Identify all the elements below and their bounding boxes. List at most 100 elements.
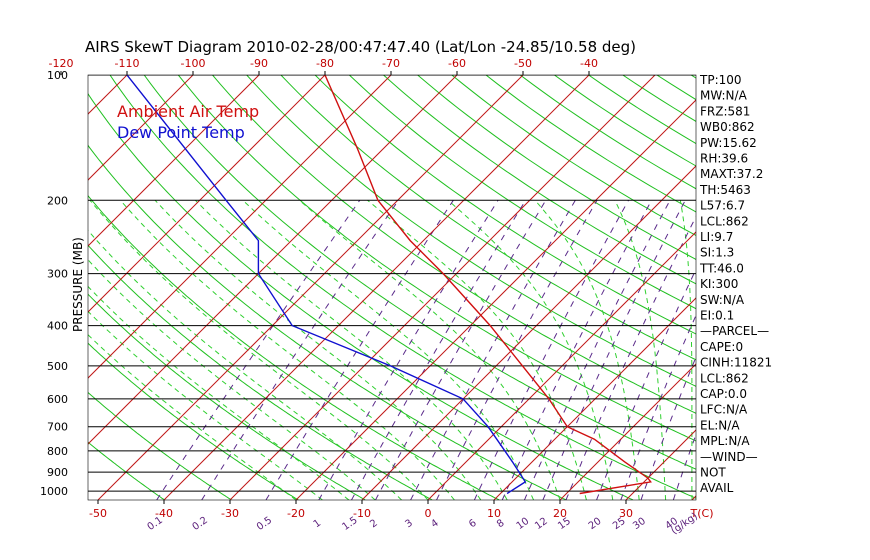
dry-adiabat-line [246,75,696,387]
mixing-ratio-line [640,356,696,500]
mixing-ratio-line [201,200,399,500]
isotherm-line [758,75,870,500]
mixing-ratio-line [620,314,696,500]
isotherm-line [88,75,392,379]
isotherm-line [163,75,590,500]
mixing-ratio-line [318,200,499,500]
moist-adiabat-line [89,199,429,500]
dry-adiabat-line [88,293,366,500]
isotherm-line [0,75,61,500]
isotherm-line [824,75,870,500]
isotherm-line [361,165,696,500]
moist-adiabat-line [447,199,614,500]
mixing-ratio-label: 12 [533,516,550,532]
bottom-tick-label: -30 [221,507,239,520]
dry-adiabat-line [760,75,870,500]
dry-adiabat-line [794,75,870,500]
moist-adiabat-line [154,199,482,500]
dry-adiabat-line [88,342,299,500]
legend-ambient-air-temp: Ambient Air Temp [117,102,259,121]
index-row: —WIND— [700,450,758,464]
mixing-ratio-label: 4 [429,518,441,531]
isotherms [0,75,870,500]
dry-adiabat-line [280,75,696,361]
mixing-ratio-line [672,433,696,500]
isotherm-line [88,75,194,181]
plot-frame [87,74,697,501]
mixing-ratio-line [473,200,629,500]
mixing-ratio-line [542,200,686,500]
moist-adiabat-line [88,310,323,500]
mixing-ratio-label: 10 [515,516,532,532]
moist-adiabat-line [299,199,561,500]
isotherm-line [229,75,656,500]
bottom-tick-label: 0 [425,507,432,520]
pressure-tick-label: 600 [47,393,68,406]
y-axis-label: PRESSURE (MB) [71,237,85,332]
index-row: —PARCEL— [700,324,769,338]
bottom-tick-label: 30 [619,507,633,520]
mixing-ratio-line [436,200,598,500]
isotherm-line [88,75,458,445]
index-row: TT:46.0 [699,261,744,275]
top-tick-label: -110 [115,57,140,70]
isotherm-line [559,363,696,500]
dry-adiabat-line [828,75,870,500]
top-temperature-axis: -120 -110 -100 -90 -80 -70 -60 -50 -40 [49,57,598,75]
pressure-tick-label: 100 [47,69,68,82]
mixing-ratio-line [501,200,653,500]
index-row: MPL:N/A [700,434,750,448]
mixing-ratio-label: 2 [368,518,380,531]
mixing-ratio-label: 20 [587,516,604,532]
index-row: LI:9.7 [700,230,733,244]
index-row: LFC:N/A [700,403,748,417]
mixing-ratio-label: 3 [403,518,415,531]
isotherm-line [427,231,696,500]
index-row: AVAIL [700,481,734,495]
moist-adiabat-line [679,200,693,500]
temperature-unit-label: T(C) [690,507,714,520]
index-row: RH:39.6 [700,152,748,166]
dry-adiabat-line [314,75,696,335]
bottom-tick-label: -50 [89,507,107,520]
index-row: CINH:11821 [700,356,772,370]
pressure-axis: 100 200 300 400 500 600 700 800 900 1000 [40,69,68,498]
isotherm-line [493,297,696,500]
dry-adiabat-line [862,75,870,500]
top-tick-label: -60 [448,57,466,70]
pressure-tick-label: 200 [47,194,68,207]
isotherm-line [97,75,524,500]
bottom-tick-label: -40 [155,507,173,520]
dry-adiabat-line [485,75,696,213]
moist-adiabats [88,199,693,500]
mixing-ratio-label: 30 [631,516,648,532]
index-row: CAPE:0 [700,340,743,354]
index-row: WB0:862 [700,120,755,134]
mixing-ratio-line [375,200,547,500]
index-row: TH:5463 [699,183,751,197]
index-row: EL:N/A [700,418,740,432]
dry-adiabat-line [177,75,696,442]
mixing-ratio-line [351,200,527,500]
bottom-tick-label: -10 [353,507,371,520]
pressure-tick-label: 300 [47,268,68,281]
dry-adiabat-line [88,391,232,500]
pressure-tick-label: 900 [47,466,68,479]
legend: Ambient Air Temp Dew Point Temp [117,102,259,142]
pressure-tick-label: 700 [47,421,68,434]
dry-adiabat-line [383,75,696,285]
bottom-tick-label: 20 [553,507,567,520]
moist-adiabat-line [88,229,402,500]
dry-adiabat-line [88,244,433,500]
top-tick-label: -100 [181,57,206,70]
index-row: MW:N/A [700,89,748,103]
index-row: LCL:862 [700,214,749,228]
dry-adiabat-line [88,144,567,500]
top-tick-label: -120 [49,57,74,70]
moist-adiabat-line [367,199,587,500]
index-row: MAXT:37.2 [700,167,763,181]
index-row: EI:0.1 [700,309,734,323]
dry-adiabat-line [519,75,696,190]
